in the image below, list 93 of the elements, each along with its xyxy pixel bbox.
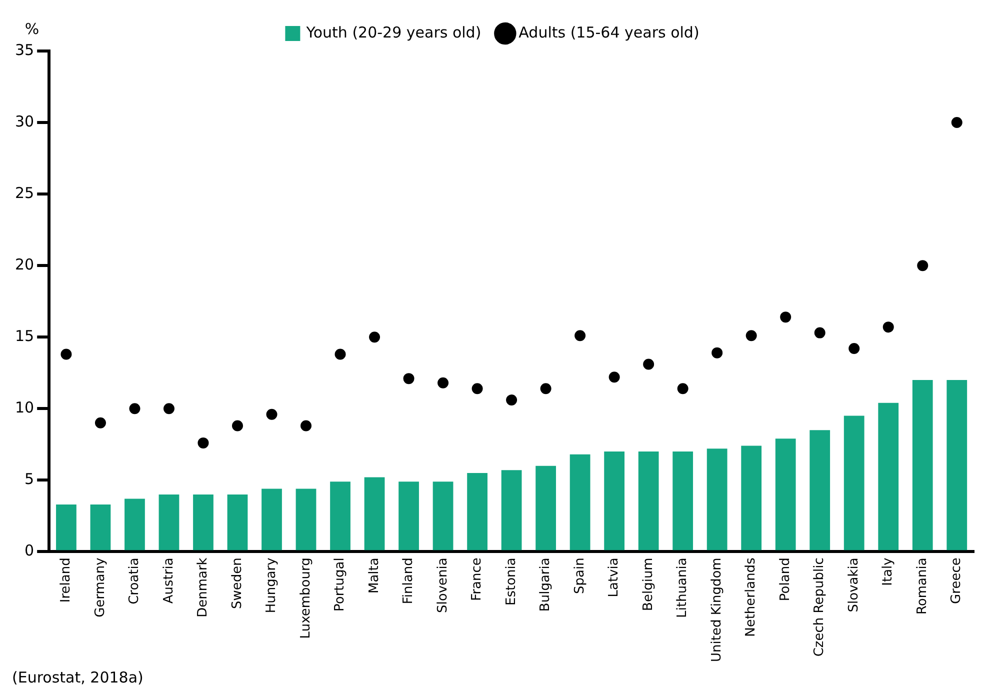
bar: [706, 448, 728, 550]
y-tick-label: 10: [14, 398, 34, 417]
x-tick-label: France: [470, 558, 485, 601]
y-axis-title: %: [24, 20, 40, 38]
x-tick-label: Croatia: [127, 558, 142, 604]
x-tick-label: Slovakia: [846, 558, 862, 612]
point: [163, 403, 174, 414]
x-tick-label: Austria: [161, 558, 176, 604]
legend-label: Youth (20-29 years old): [305, 23, 482, 42]
point: [917, 260, 928, 272]
bar: [398, 482, 419, 550]
bar: [844, 416, 864, 550]
point: [780, 312, 792, 323]
bar: [775, 438, 796, 550]
point: [506, 394, 518, 406]
point: [746, 330, 757, 342]
bar: [912, 380, 933, 550]
x-tick-label: Finland: [401, 558, 416, 604]
bar: [501, 470, 522, 550]
point: [60, 348, 72, 360]
point: [574, 330, 586, 342]
y-tick-label: 35: [14, 40, 34, 59]
point: [951, 117, 962, 128]
bar: [364, 477, 385, 550]
x-tick-label: Slovenia: [435, 558, 450, 613]
x-tick-label: Denmark: [196, 557, 211, 618]
bar: [227, 494, 248, 550]
x-tick-label: Poland: [778, 558, 793, 602]
point: [814, 327, 826, 338]
point: [643, 358, 654, 370]
point: [369, 332, 380, 343]
x-tick-label: Lithuania: [675, 558, 690, 618]
x-tick-label: Latvia: [606, 558, 622, 598]
point: [94, 417, 106, 428]
point: [712, 347, 723, 358]
bar: [638, 452, 659, 550]
bar: [672, 452, 694, 550]
bar: [330, 482, 350, 550]
bar: [124, 498, 145, 550]
point: [848, 343, 860, 354]
x-tick-label: Czech Republic: [812, 558, 828, 657]
y-tick-label: 25: [14, 184, 34, 202]
x-tick-label: Bulgaria: [538, 558, 554, 612]
bar: [90, 504, 111, 550]
point: [266, 408, 278, 420]
y-tick-label: 5: [24, 470, 34, 488]
y-tick-label: 0: [24, 542, 34, 560]
bar: [262, 488, 282, 550]
bar: [604, 452, 625, 550]
point: [198, 437, 209, 448]
point: [232, 420, 243, 432]
text: (Eurostat, 2018a): [12, 668, 144, 686]
y-tick-label: 30: [14, 112, 34, 130]
point: [334, 348, 346, 360]
x-tick-label: Spain: [572, 558, 588, 594]
point: [677, 383, 688, 394]
point: [472, 383, 483, 394]
bar: [741, 446, 762, 550]
bar: [56, 504, 76, 550]
x-tick-label: Estonia: [504, 558, 519, 606]
x-tick-label: Netherlands: [744, 557, 759, 637]
bar: [467, 472, 488, 550]
bar: [946, 380, 968, 550]
x-tick-label: Belgium: [640, 558, 656, 611]
bar: [810, 430, 830, 550]
point: [882, 322, 894, 333]
x-tick-label: Luxembourg: [298, 558, 314, 639]
x-tick-label: Portugal: [332, 558, 348, 612]
x-tick-label: Romania: [914, 558, 930, 615]
point: [438, 377, 449, 388]
legend-label: Adults (15-64 years old): [518, 23, 700, 42]
bar: [570, 454, 590, 550]
x-tick-label: Germany: [92, 557, 108, 618]
bar: [158, 494, 180, 550]
point: [129, 403, 140, 414]
point: [403, 373, 414, 384]
bar: [296, 488, 316, 550]
x-tick-label: Greece: [949, 558, 964, 604]
point: [540, 383, 552, 394]
x-tick-label: Ireland: [58, 558, 74, 603]
x-tick-label: Italy: [880, 557, 896, 586]
y-tick-label: 15: [14, 326, 34, 345]
bar: [193, 494, 214, 550]
bar: [878, 402, 899, 550]
bar: [432, 482, 454, 550]
y-tick-label: 20: [14, 255, 34, 274]
point: [608, 372, 620, 383]
bar: [536, 466, 556, 550]
x-tick-label: Hungary: [264, 557, 280, 614]
x-tick-label: Sweden: [230, 558, 245, 610]
x-tick-label: Malta: [366, 558, 382, 594]
point: [300, 420, 312, 432]
x-tick-label: United Kingdom: [709, 558, 724, 662]
